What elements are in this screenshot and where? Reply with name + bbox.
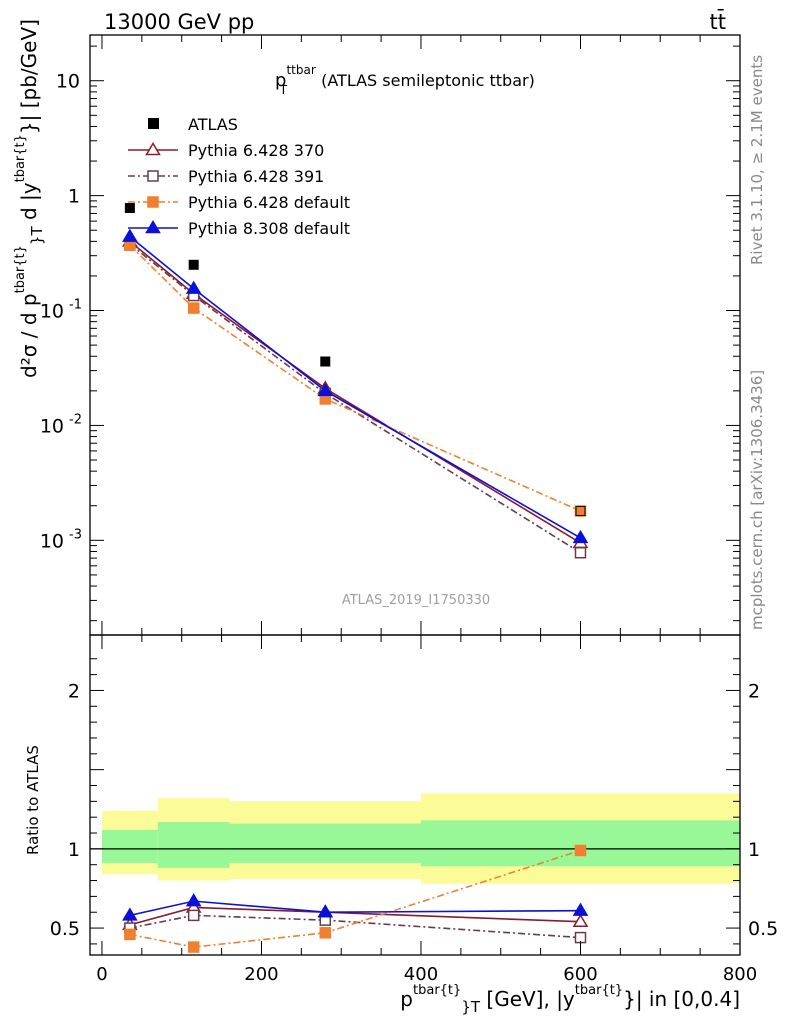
x-tick-label: 400 [404, 964, 438, 985]
series-point [185, 280, 202, 294]
plot-title: pttbar T (ATLAS semileptonic ttbar) [275, 63, 535, 97]
legend-marker [147, 170, 159, 182]
legend-label: Pythia 8.308 default [188, 219, 350, 238]
ratio-panel: 0 200 400 600 800 0.5 0.5 1 1 2 2 [50, 634, 778, 985]
ratio-series-point [319, 927, 332, 939]
legend-label: Pythia 6.428 default [188, 193, 350, 212]
ratio-series-point [124, 928, 136, 941]
ratio-series-point [317, 904, 334, 918]
y-tick-label: 10 [56, 71, 80, 93]
ratio-y-tick-label-right: 0.5 [748, 918, 778, 940]
ratio-series-point [187, 909, 200, 922]
legend-label: Pythia 6.428 370 [188, 141, 324, 160]
x-axis-label: ptbar{t}}T [GeV], |ytbar{t}}| in [0,0.4] [400, 983, 740, 1016]
y-tick-label: 10 [40, 301, 64, 323]
legend-marker [147, 196, 159, 208]
title-rest: (ATLAS semileptonic ttbar) [321, 71, 535, 90]
analysis-label: ATLAS_2019_I1750330 [342, 593, 490, 608]
x-tick-label: 0 [96, 964, 107, 985]
ratio-y-tick-label: 0.5 [50, 918, 80, 940]
legend: ATLAS Pythia 6.428 370 Pythia 6.428 391 Pyt… [128, 115, 350, 238]
ratio-series-point [572, 913, 589, 927]
ratio-series-point [574, 844, 587, 857]
side-label-mcplots: mcplots.cern.ch [arXiv:1306.3436] [748, 370, 766, 630]
series-point-overlay [576, 507, 585, 516]
legend-label: Pythia 6.428 391 [188, 167, 324, 186]
ratio-band-inner [157, 821, 230, 868]
series-line [129, 243, 581, 554]
series-point [122, 228, 138, 242]
ratio-series-line [129, 914, 581, 939]
ratio-y-tick-label: 1 [68, 839, 80, 861]
ratio-band-inner [101, 829, 158, 864]
ratio-y-axis-label: Ratio to ATLAS [24, 745, 42, 855]
header-right: tt̄ [710, 9, 726, 34]
y-tick-label: 10 [40, 415, 64, 437]
ratio-series-point [122, 907, 138, 921]
series-point [187, 302, 200, 314]
legend-marker [148, 118, 159, 129]
ratio-y-tick-label-right: 1 [748, 839, 760, 861]
ratio-series-line [129, 849, 581, 948]
series-line [129, 244, 581, 512]
title-sub: T [279, 83, 288, 97]
x-tick-label: 800 [723, 964, 757, 985]
y-tick-label: 10 [40, 530, 64, 552]
ratio-y-tick-label: 2 [68, 680, 80, 702]
y-tick-exponent: -2 [69, 412, 82, 427]
ratio-band-inner [420, 820, 740, 867]
x-tick-label: 200 [244, 964, 278, 985]
ratio-band-inner [229, 823, 421, 864]
y-tick-exponent: -1 [69, 298, 82, 313]
legend-label: ATLAS [188, 115, 238, 134]
legend-marker [145, 142, 161, 156]
series-point [317, 382, 334, 397]
ratio-series-point [185, 893, 202, 907]
y-tick-exponent: -3 [69, 527, 82, 542]
y-axis-label: d²σ / d ptbar{t}}T d |ytbar{t}}| [pb/GeV… [13, 19, 46, 378]
series-point [572, 529, 589, 544]
title-sup: ttbar [286, 63, 315, 77]
ratio-series-line [129, 906, 581, 926]
legend-marker [145, 220, 161, 234]
y-tick-label: 1 [68, 186, 80, 208]
title-main: p [275, 70, 286, 91]
series-point [574, 546, 587, 559]
header-left: 13000 GeV pp [104, 10, 254, 34]
series-line [129, 240, 581, 544]
ratio-frame [89, 634, 741, 956]
side-label-rivet: Rivet 3.1.10, ≥ 2.1M events [748, 55, 766, 265]
x-tick-label: 600 [563, 964, 597, 985]
ratio-series-point [187, 941, 200, 953]
data-point [320, 356, 331, 367]
series-line [129, 235, 581, 539]
ratio-series-line [129, 900, 581, 917]
data-point [124, 203, 135, 214]
ratio-y-tick-label-right: 2 [748, 680, 760, 702]
main-panel: 10 1 10 -1 10 -2 10 -3 [40, 34, 741, 636]
data-point [188, 259, 199, 270]
